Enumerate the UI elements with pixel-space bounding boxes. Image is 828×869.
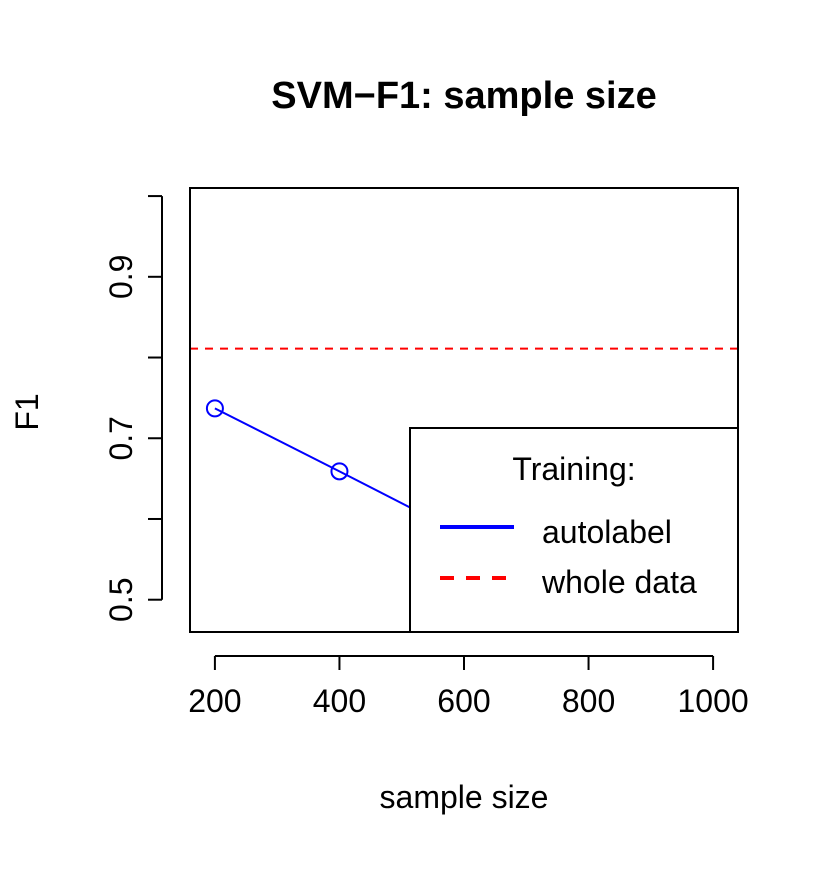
y-tick-label: 0.9 (103, 255, 139, 299)
x-tick-label: 800 (562, 683, 615, 719)
legend-label-whole-data: whole data (541, 564, 697, 600)
data-point-autolabel (205, 399, 224, 418)
y-tick-label: 0.5 (103, 577, 139, 621)
legend-box (409, 427, 739, 633)
chart-title: SVM−F1: sample size (271, 75, 656, 117)
y-axis: 0.5 0.7 0.9 (103, 195, 163, 622)
x-axis: 200 400 600 800 1000 (188, 655, 749, 719)
data-point-autolabel (330, 462, 349, 481)
x-axis-label: sample size (380, 779, 549, 815)
x-tick-label: 200 (188, 683, 241, 719)
legend-title: Training: (512, 451, 635, 487)
y-tick-label: 0.7 (103, 416, 139, 460)
x-tick-label: 400 (313, 683, 366, 719)
legend-label-autolabel: autolabel (542, 514, 672, 550)
x-tick-label: 1000 (677, 683, 748, 719)
x-tick-label: 600 (437, 683, 490, 719)
legend: Training: autolabel whole data (409, 427, 739, 633)
y-axis-label: F1 (9, 393, 45, 430)
